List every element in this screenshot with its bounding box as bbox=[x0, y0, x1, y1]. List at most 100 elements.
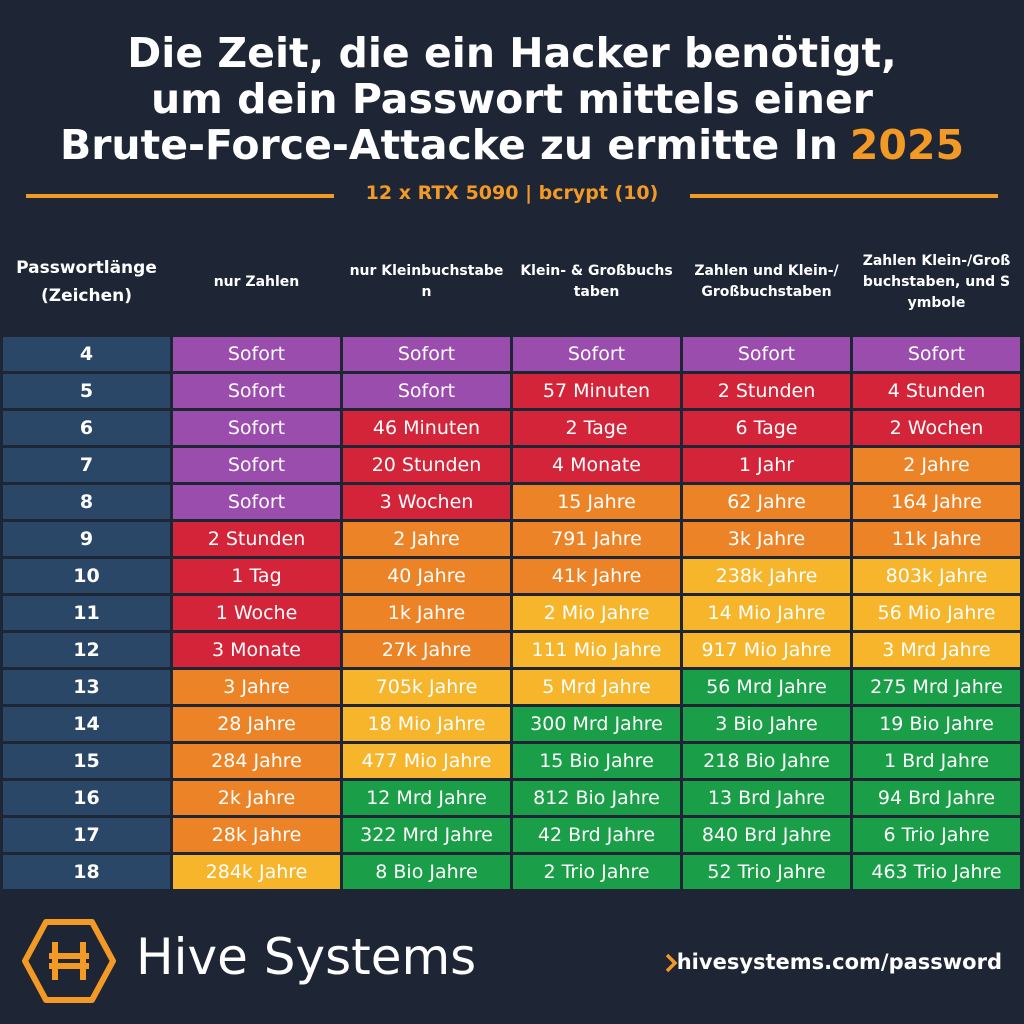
row-length: 6 bbox=[3, 411, 170, 445]
time-cell: 15 Jahre bbox=[513, 485, 680, 519]
time-cell: 11k Jahre bbox=[853, 522, 1020, 556]
row-length: 12 bbox=[3, 633, 170, 667]
time-cell: 57 Minuten bbox=[513, 374, 680, 408]
time-cell: 218 Bio Jahre bbox=[683, 744, 850, 778]
time-cell: 1 Woche bbox=[173, 596, 340, 630]
time-cell: 3 Wochen bbox=[343, 485, 510, 519]
time-cell: 840 Brd Jahre bbox=[683, 818, 850, 852]
time-cell: 4 Monate bbox=[513, 448, 680, 482]
time-cell: 20 Stunden bbox=[343, 448, 510, 482]
time-cell: 3k Jahre bbox=[683, 522, 850, 556]
time-cell: 40 Jahre bbox=[343, 559, 510, 593]
url[interactable]: hivesystems.com/password bbox=[676, 950, 1002, 974]
time-cell: 917 Mio Jahre bbox=[683, 633, 850, 667]
time-cell: 56 Mio Jahre bbox=[853, 596, 1020, 630]
time-cell: Sofort bbox=[513, 337, 680, 371]
row-length: 10 bbox=[3, 559, 170, 593]
column-header: nur Zahlen bbox=[213, 273, 300, 290]
time-cell: 3 Monate bbox=[173, 633, 340, 667]
time-cell: 111 Mio Jahre bbox=[513, 633, 680, 667]
row-length: 15 bbox=[3, 744, 170, 778]
time-cell: 41k Jahre bbox=[513, 559, 680, 593]
time-cell: 322 Mrd Jahre bbox=[343, 818, 510, 852]
time-cell: 791 Jahre bbox=[513, 522, 680, 556]
time-cell: 463 Trio Jahre bbox=[853, 855, 1020, 889]
time-cell: Sofort bbox=[343, 337, 510, 371]
title-line: Die Zeit, die ein Hacker benötigt, bbox=[127, 29, 897, 77]
time-cell: 52 Trio Jahre bbox=[683, 855, 850, 889]
time-cell: 812 Bio Jahre bbox=[513, 781, 680, 815]
time-cell: 3 Bio Jahre bbox=[683, 707, 850, 741]
title-line: um dein Passwort mittels einer bbox=[150, 75, 873, 123]
time-cell: 477 Mio Jahre bbox=[343, 744, 510, 778]
time-cell: Sofort bbox=[173, 448, 340, 482]
row-length: 5 bbox=[3, 374, 170, 408]
row-length: 14 bbox=[3, 707, 170, 741]
time-cell: 2k Jahre bbox=[173, 781, 340, 815]
column-header: Passwortlänge (Zeichen) bbox=[16, 258, 157, 306]
time-cell: 3 Mrd Jahre bbox=[853, 633, 1020, 667]
time-cell: 6 Trio Jahre bbox=[853, 818, 1020, 852]
time-cell: Sofort bbox=[683, 337, 850, 371]
time-cell: Sofort bbox=[853, 337, 1020, 371]
rule bbox=[690, 194, 998, 198]
time-cell: 1 Tag bbox=[173, 559, 340, 593]
time-cell: 12 Mrd Jahre bbox=[343, 781, 510, 815]
time-cell: 803k Jahre bbox=[853, 559, 1020, 593]
rule bbox=[26, 194, 334, 198]
title-text: Brute-Force-Attacke zu ermitte In bbox=[59, 121, 838, 169]
chevron-icon bbox=[665, 953, 678, 973]
time-cell: 2 Stunden bbox=[683, 374, 850, 408]
time-cell: 19 Bio Jahre bbox=[853, 707, 1020, 741]
time-cell: 2 Tage bbox=[513, 411, 680, 445]
time-cell: Sofort bbox=[343, 374, 510, 408]
time-cell: 300 Mrd Jahre bbox=[513, 707, 680, 741]
row-length: 8 bbox=[3, 485, 170, 519]
time-cell: 238k Jahre bbox=[683, 559, 850, 593]
time-cell: 2 Trio Jahre bbox=[513, 855, 680, 889]
time-cell: 3 Jahre bbox=[173, 670, 340, 704]
column-header: Zahlen Klein-/Großbuchstaben, und Symbol… bbox=[862, 252, 1011, 311]
time-cell: 42 Brd Jahre bbox=[513, 818, 680, 852]
time-cell: 15 Bio Jahre bbox=[513, 744, 680, 778]
time-cell: 2 Wochen bbox=[853, 411, 1020, 445]
row-length: 13 bbox=[3, 670, 170, 704]
time-cell: 705k Jahre bbox=[343, 670, 510, 704]
time-cell: 284 Jahre bbox=[173, 744, 340, 778]
row-length: 16 bbox=[3, 781, 170, 815]
time-cell: 2 Mio Jahre bbox=[513, 596, 680, 630]
time-cell: 5 Mrd Jahre bbox=[513, 670, 680, 704]
row-length: 7 bbox=[3, 448, 170, 482]
logo bbox=[22, 919, 116, 1003]
time-cell: 18 Mio Jahre bbox=[343, 707, 510, 741]
time-cell: Sofort bbox=[173, 411, 340, 445]
time-cell: 8 Bio Jahre bbox=[343, 855, 510, 889]
time-cell: Sofort bbox=[173, 337, 340, 371]
time-cell: 14 Mio Jahre bbox=[683, 596, 850, 630]
time-cell: 2 Jahre bbox=[853, 448, 1020, 482]
time-cell: 284k Jahre bbox=[173, 855, 340, 889]
time-cell: 62 Jahre bbox=[683, 485, 850, 519]
row-length: 18 bbox=[3, 855, 170, 889]
time-cell: 1k Jahre bbox=[343, 596, 510, 630]
row-length: 11 bbox=[3, 596, 170, 630]
time-cell: 46 Minuten bbox=[343, 411, 510, 445]
time-cell: 1 Jahr bbox=[683, 448, 850, 482]
time-cell: 56 Mrd Jahre bbox=[683, 670, 850, 704]
time-cell: 4 Stunden bbox=[853, 374, 1020, 408]
time-cell: 275 Mrd Jahre bbox=[853, 670, 1020, 704]
row-length: 9 bbox=[3, 522, 170, 556]
time-cell: 2 Stunden bbox=[173, 522, 340, 556]
time-cell: 6 Tage bbox=[683, 411, 850, 445]
time-cell: 28 Jahre bbox=[173, 707, 340, 741]
time-cell: 13 Brd Jahre bbox=[683, 781, 850, 815]
time-cell: 28k Jahre bbox=[173, 818, 340, 852]
row-length: 17 bbox=[3, 818, 170, 852]
title-line: Brute-Force-Attacke zu ermitte In 2025 bbox=[0, 122, 1024, 168]
time-cell: 27k Jahre bbox=[343, 633, 510, 667]
brand: Hive Systems bbox=[136, 928, 477, 986]
time-cell: 164 Jahre bbox=[853, 485, 1020, 519]
time-cell: 2 Jahre bbox=[343, 522, 510, 556]
time-cell: 1 Brd Jahre bbox=[853, 744, 1020, 778]
